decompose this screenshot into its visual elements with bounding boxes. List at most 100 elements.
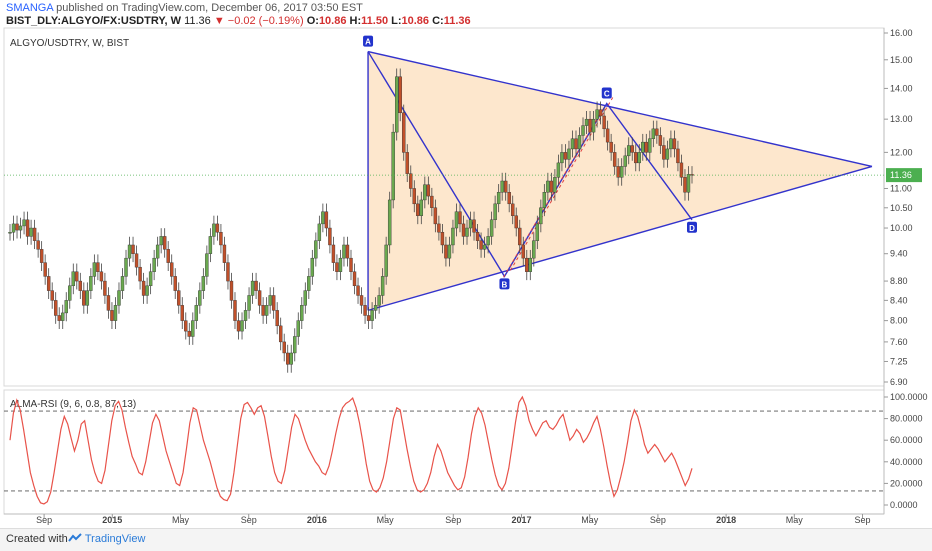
- footer-bar: Created with TradingView: [0, 528, 932, 551]
- candle-body-74: [268, 295, 272, 306]
- candle-body-109: [391, 131, 395, 201]
- candle-body-120: [430, 195, 434, 208]
- x-tick-label-1: 2015: [102, 515, 122, 525]
- candle-body-99: [356, 285, 360, 296]
- candle-body-162: [577, 135, 582, 150]
- candle-body-126: [451, 227, 455, 246]
- pattern-point-C-badge: [601, 87, 612, 99]
- x-tick-label-2: May: [172, 515, 190, 525]
- price-tick-label-14: 6.90: [890, 377, 908, 387]
- price-tick-label-6: 10.50: [890, 203, 913, 213]
- rsi-tick-label-3: 40.0000: [890, 457, 923, 467]
- candle-body-20: [78, 280, 83, 291]
- candle-body-159: [567, 148, 571, 160]
- pattern-point-A-label: A: [365, 38, 371, 47]
- candle-body-42: [155, 244, 160, 259]
- candle-body-2: [15, 223, 19, 231]
- candle-body-21: [82, 290, 86, 306]
- candle-body-114: [409, 173, 413, 189]
- candle-body-88: [317, 223, 322, 241]
- candle-body-161: [574, 138, 578, 150]
- candle-body-183: [651, 128, 656, 139]
- candle-body-165: [588, 118, 592, 133]
- candle-body-172: [612, 152, 617, 167]
- author-link[interactable]: SMANGA: [6, 2, 54, 14]
- candle-body-139: [496, 192, 501, 205]
- candle-body-170: [605, 128, 610, 143]
- candle-body-111: [398, 76, 402, 114]
- x-tick-label-4: 2016: [307, 515, 327, 525]
- candle-body-51: [187, 330, 191, 337]
- close-label: C:: [432, 15, 444, 27]
- candle-body-63: [229, 280, 234, 301]
- rsi-title: ALMA-RSI (9, 6, 0.8, 87, 13): [10, 399, 136, 410]
- candle-body-36: [134, 253, 139, 268]
- candle-body-191: [679, 162, 684, 178]
- tradingview-logo-icon[interactable]: TradingView: [68, 533, 145, 545]
- candle-body-45: [166, 249, 170, 263]
- candle-body-158: [563, 152, 568, 160]
- pattern-point-B-label: B: [502, 280, 508, 289]
- candle-body-144: [514, 215, 518, 229]
- candle-body-119: [426, 184, 431, 197]
- price-tick-label-0: 16.00: [890, 28, 913, 38]
- last-price-badge: [886, 168, 922, 183]
- candle-body-115: [412, 188, 416, 205]
- candle-body-92: [331, 244, 336, 263]
- candle-body-147: [525, 257, 529, 272]
- candle-body-34: [127, 244, 132, 259]
- candle-body-84: [303, 290, 307, 306]
- price-tick-label-12: 7.60: [890, 337, 908, 347]
- rsi-tick-label-2: 60.0000: [890, 435, 923, 445]
- candle-body-35: [131, 244, 135, 254]
- candle-body-41: [152, 257, 156, 272]
- triangle-edge-0: [367, 50, 873, 168]
- candle-body-22: [85, 290, 90, 306]
- price-tick-label-3: 13.00: [890, 114, 913, 124]
- price-chart-title: ALGYO/USDTRY, W, BIST: [10, 38, 129, 49]
- low-value: 10.86: [401, 15, 430, 27]
- candle-body-98: [352, 271, 357, 287]
- candle-body-16: [64, 300, 68, 314]
- candle-body-19: [75, 271, 79, 282]
- candle-body-135: [482, 244, 487, 250]
- x-tick-label-6: Sep: [445, 515, 461, 525]
- candle-body-60: [219, 231, 223, 246]
- published-line: SMANGA published on TradingView.com, Dec…: [6, 2, 363, 14]
- candle-body-79: [286, 352, 290, 365]
- pattern-point-D-badge: [687, 221, 697, 233]
- candle-body-40: [148, 271, 153, 287]
- candle-body-101: [363, 305, 367, 316]
- candle-body-9: [39, 249, 44, 263]
- candle-body-157: [560, 152, 564, 164]
- candle-body-129: [461, 223, 466, 237]
- open-label: O:: [306, 15, 319, 27]
- candle-body-96: [345, 244, 350, 259]
- candle-body-62: [226, 262, 230, 282]
- candle-body-43: [159, 236, 163, 246]
- candle-body-17: [68, 285, 72, 301]
- candle-body-186: [662, 145, 666, 160]
- candle-body-47: [173, 276, 177, 291]
- candle-body-5: [25, 219, 30, 237]
- price-tick-label-4: 12.00: [890, 147, 913, 157]
- candle-body-131: [468, 219, 473, 229]
- candle-body-145: [518, 227, 522, 246]
- candle-body-83: [300, 305, 304, 321]
- candle-body-61: [222, 244, 227, 263]
- candle-body-28: [106, 295, 111, 311]
- candle-body-153: [546, 180, 550, 193]
- triangle-edge-1: [367, 165, 873, 312]
- candle-body-3: [18, 225, 23, 231]
- x-tick-label-11: May: [786, 515, 804, 525]
- candle-body-25: [96, 262, 100, 272]
- candle-body-32: [120, 276, 125, 291]
- candle-body-53: [194, 305, 199, 321]
- candle-body-151: [539, 207, 543, 225]
- candle-body-37: [138, 266, 142, 282]
- candle-body-93: [335, 262, 339, 272]
- candle-body-8: [36, 240, 40, 250]
- candle-body-72: [261, 305, 265, 316]
- candle-body-149: [532, 240, 536, 259]
